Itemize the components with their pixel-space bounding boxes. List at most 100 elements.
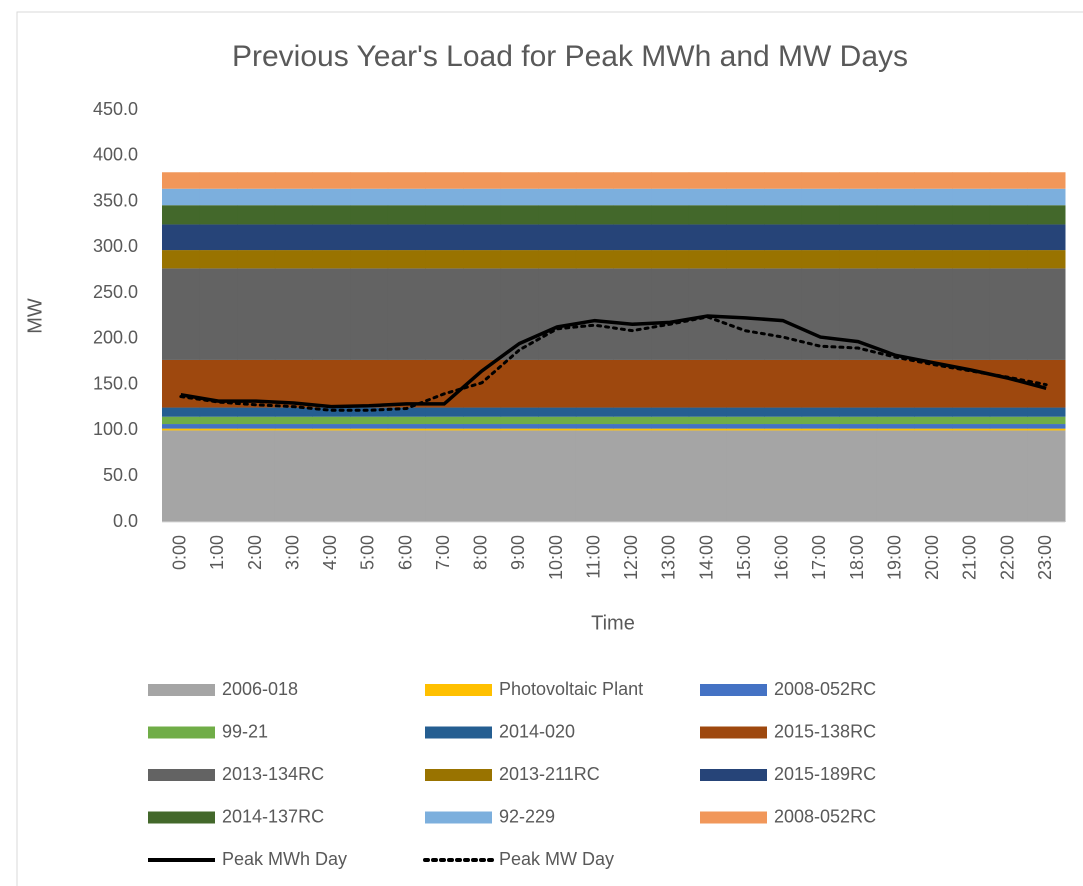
area-segment [500,424,539,429]
area-segment [952,416,991,425]
area-segment [199,430,238,522]
area-segment [350,224,389,251]
area-segment [651,430,690,522]
area-segment [952,430,991,522]
area-segment [162,188,201,206]
area-segment [989,407,1028,417]
area-segment [312,188,351,206]
area-segment [801,205,840,225]
area-segment [839,407,878,417]
area-segment [839,428,878,431]
area-segment [876,428,915,431]
area-segment [463,428,502,431]
area-segment [387,430,426,522]
area-segment [914,428,953,431]
area-segment [914,224,953,251]
area-segment [726,172,765,189]
area-segment [387,428,426,431]
area-segment [1027,268,1066,360]
x-tick-label: 10:00 [546,535,566,580]
area-segment [876,407,915,417]
area-segment [425,205,464,225]
area-segment [688,224,727,251]
area-segment [989,188,1028,206]
area-segment [688,172,727,189]
legend-swatch [148,684,215,696]
area-segment [613,359,652,408]
area-segment [463,416,502,425]
area-segment [463,268,502,360]
area-segment [952,250,991,269]
y-tick-label: 350.0 [93,190,138,210]
area-segment [1027,430,1066,522]
area-segment [764,428,803,431]
y-tick-label: 0.0 [113,511,138,531]
area-segment [764,430,803,522]
area-segment [989,428,1028,431]
y-tick-label: 450.0 [93,99,138,119]
area-segment [952,428,991,431]
y-tick-label: 250.0 [93,282,138,302]
area-segment [952,205,991,225]
area-segment [952,172,991,189]
legend-swatch [425,811,492,824]
area-segment [387,268,426,360]
area-segment [914,268,953,360]
area-segment [350,424,389,429]
area-segment [463,205,502,225]
area-segment [914,172,953,189]
area-segment [575,359,614,408]
area-segment [989,424,1028,429]
area-segment [500,250,539,269]
area-segment [764,224,803,251]
area-segment [764,205,803,225]
area-segment [1027,407,1066,417]
area-segment [575,172,614,189]
x-tick-label: 5:00 [358,535,378,570]
area-segment [613,188,652,206]
area-segment [312,424,351,429]
area-segment [914,188,953,206]
area-segment [274,359,313,408]
area-segment [1027,188,1066,206]
legend-label: 92-229 [499,806,555,826]
area-segment [237,430,276,522]
legend-label: Peak MW Day [499,849,614,869]
area-segment [237,428,276,431]
area-segment [688,268,727,360]
area-segment [688,359,727,408]
area-segment [801,188,840,206]
legend-label: 2006-018 [222,679,298,699]
area-segment [199,250,238,269]
area-segment [237,407,276,417]
area-segment [199,188,238,206]
area-segment [199,428,238,431]
area-segment [274,172,313,189]
area-segment [876,224,915,251]
area-segment [387,407,426,417]
area-segment [425,430,464,522]
x-tick-label: 16:00 [772,535,792,580]
area-segment [387,172,426,189]
area-segment [538,430,577,522]
x-tick-label: 4:00 [320,535,340,570]
area-segment [726,428,765,431]
area-segment [575,430,614,522]
legend-label: 2014-020 [499,721,575,741]
area-segment [237,172,276,189]
area-segment [387,205,426,225]
area-segment [839,172,878,189]
x-tick-label: 6:00 [395,535,415,570]
area-segment [162,424,201,429]
area-segment [312,205,351,225]
x-tick-label: 3:00 [282,535,302,570]
x-tick-label: 2:00 [245,535,265,570]
area-segment [425,250,464,269]
area-segment [538,416,577,425]
area-segment [989,359,1028,408]
area-segment [726,430,765,522]
legend-swatch [425,726,492,739]
area-segment [274,407,313,417]
area-segment [162,205,201,225]
area-segment [914,416,953,425]
